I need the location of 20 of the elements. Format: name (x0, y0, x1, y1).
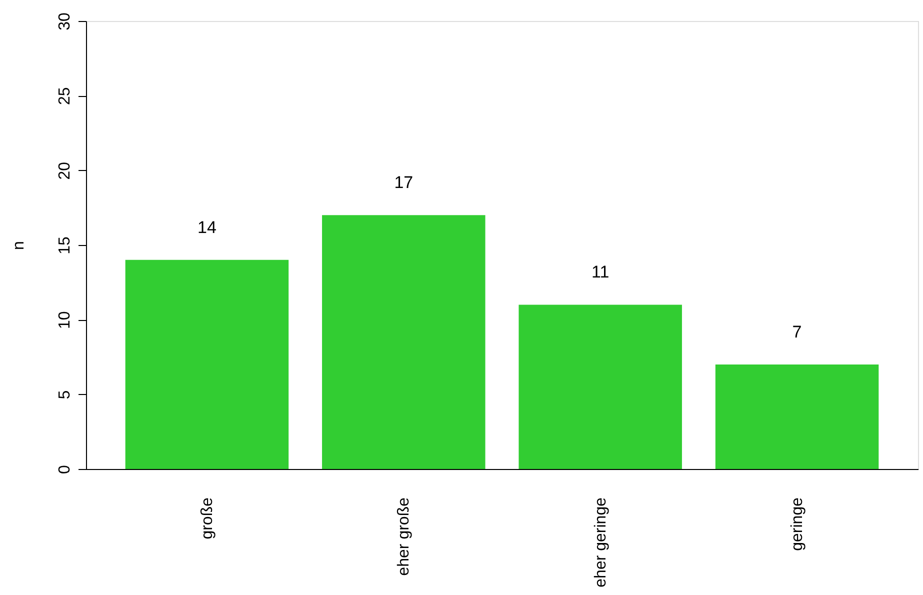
data-label: 17 (394, 173, 414, 192)
y-tick-label: 30 (56, 12, 74, 30)
data-label: 7 (792, 322, 802, 342)
y-tick-label: 20 (56, 162, 74, 180)
data-label: 11 (592, 262, 610, 282)
y-tick-label: 15 (56, 236, 74, 254)
bar (322, 215, 486, 469)
data-label: 14 (198, 218, 216, 237)
x-tick-label: eher große (396, 497, 413, 576)
y-tick-label: 10 (56, 311, 74, 330)
bar (518, 304, 682, 469)
x-tick-label: geringe (789, 497, 806, 551)
x-tick-label: große (198, 497, 216, 540)
bar (125, 260, 289, 469)
bar (715, 364, 879, 469)
x-tick-label: eher geringe (592, 497, 610, 588)
y-tick-label: 25 (56, 87, 74, 106)
y-tick-label: 5 (56, 390, 74, 400)
y-axis-title: n (10, 241, 28, 250)
y-tick-label: 0 (56, 464, 74, 474)
